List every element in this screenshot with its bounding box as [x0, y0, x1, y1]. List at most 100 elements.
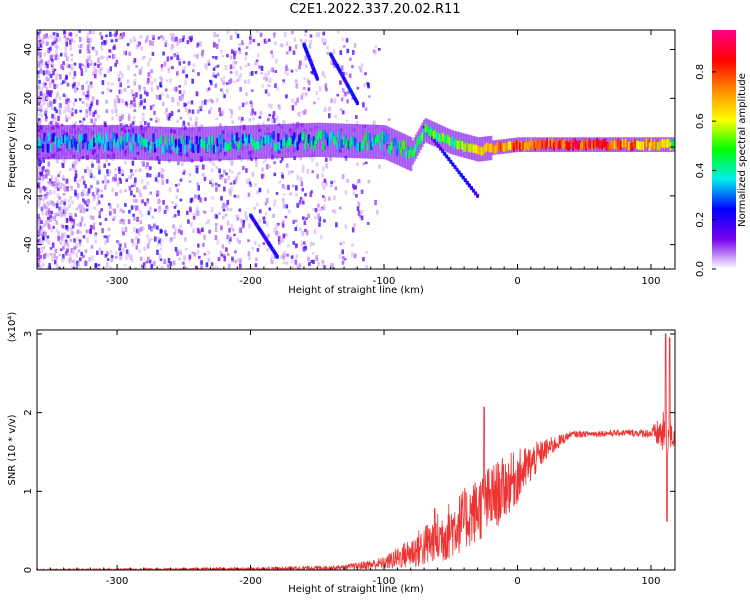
ridge-halo: [213, 126, 216, 161]
speckle-cell: [51, 113, 54, 119]
speckle-cell: [49, 46, 52, 51]
speckle-cell: [135, 243, 139, 247]
speckle-cell: [37, 50, 41, 53]
speckle-cell: [345, 119, 349, 123]
speckle-cell: [359, 215, 362, 218]
speckle-cell: [176, 188, 179, 193]
speckle-cell: [103, 235, 107, 238]
speckle-cell: [89, 81, 93, 86]
speckle-cell: [275, 192, 279, 195]
speckle-cell: [143, 90, 147, 95]
speckle-cell: [201, 173, 205, 177]
speckle-cell: [342, 94, 346, 98]
speckle-cell: [295, 224, 299, 227]
speckle-cell: [201, 227, 204, 233]
speckle-cell: [119, 243, 122, 248]
speckle-cell: [67, 107, 70, 112]
speckle-cell: [294, 44, 298, 49]
speckle-cell: [109, 32, 112, 37]
speckle-cell: [286, 72, 289, 76]
speckle-cell: [174, 246, 178, 252]
speckle-cell: [109, 205, 112, 209]
speckle-cell: [55, 263, 59, 269]
speckle-cell: [251, 171, 255, 177]
speckle-cell: [311, 156, 314, 162]
speckle-cell: [37, 203, 41, 206]
speckle-cell: [277, 236, 281, 242]
speckle-cell: [228, 188, 231, 194]
speckle-cell: [211, 195, 214, 200]
speckle-cell: [317, 209, 321, 212]
speckle-cell: [178, 85, 181, 88]
speckle-cell: [104, 217, 108, 221]
speckle-cell: [119, 179, 122, 184]
speckle-cell: [91, 163, 94, 168]
speckle-cell: [203, 253, 207, 256]
speckle-cell: [290, 259, 294, 263]
speckle-cell: [98, 215, 101, 219]
speckle-cell: [260, 65, 264, 71]
speckle-cell: [72, 219, 75, 224]
speckle-cell: [42, 93, 45, 96]
speckle-cell: [170, 46, 173, 51]
speckle-cell: [196, 54, 199, 59]
speckle-cell: [278, 180, 282, 184]
speckle-cell: [163, 209, 167, 214]
speckle-cell: [184, 247, 188, 251]
speckle-cell: [119, 82, 122, 88]
speckle-cell: [357, 202, 361, 207]
speckle-cell: [70, 217, 74, 223]
speckle-cell: [278, 106, 281, 110]
speckle-cell: [39, 48, 43, 54]
speckle-cell: [135, 235, 138, 240]
speckle-cell: [196, 42, 200, 47]
speckle-cell: [367, 83, 370, 89]
speckle-cell: [221, 90, 225, 94]
speckle-cell: [283, 234, 287, 237]
speckle-cell: [333, 65, 337, 68]
speckle-cell: [70, 188, 74, 192]
speckle-cell: [70, 186, 73, 189]
speckle-cell: [46, 89, 49, 95]
speckle-cell: [71, 107, 74, 111]
spectrogram-y-label: Frequency (Hz): [7, 112, 18, 188]
speckle-cell: [304, 93, 308, 97]
speckle-cell: [138, 233, 141, 237]
speckle-cell: [131, 173, 134, 176]
speckle-cell: [55, 183, 59, 189]
speckle-cell: [90, 185, 93, 189]
speckle-cell: [93, 206, 96, 210]
speckle-cell: [332, 180, 336, 183]
speckle-cell: [95, 99, 99, 106]
speckle-cell: [45, 96, 49, 100]
speckle-cell: [54, 185, 57, 189]
speckle-cell: [91, 191, 95, 197]
speckle-cell: [332, 267, 335, 269]
speckle-cell: [113, 101, 117, 107]
speckle-cell: [255, 163, 258, 168]
speckle-cell: [86, 97, 90, 102]
speckle-cell: [39, 108, 43, 112]
speckle-cell: [107, 203, 111, 206]
speckle-cell: [282, 261, 286, 265]
speckle-cell: [72, 266, 76, 269]
speckle-cell: [140, 66, 143, 72]
speckle-cell: [97, 200, 101, 205]
speckle-cell: [234, 214, 238, 217]
speckle-cell: [88, 43, 91, 48]
speckle-cell: [160, 242, 163, 247]
speckle-cell: [268, 38, 271, 42]
speckle-cell: [38, 79, 41, 84]
speckle-cell: [73, 62, 77, 66]
speckle-cell: [137, 228, 141, 234]
speckle-cell: [322, 31, 326, 36]
speckle-cell: [57, 231, 61, 237]
speckle-cell: [38, 259, 41, 263]
speckle-cell: [137, 41, 141, 47]
speckle-cell: [219, 250, 223, 254]
speckle-cell: [98, 247, 102, 252]
speckle-cell: [166, 94, 169, 99]
speckle-cell: [275, 230, 278, 236]
speckle-cell: [247, 239, 250, 243]
speckle-cell: [250, 89, 254, 92]
